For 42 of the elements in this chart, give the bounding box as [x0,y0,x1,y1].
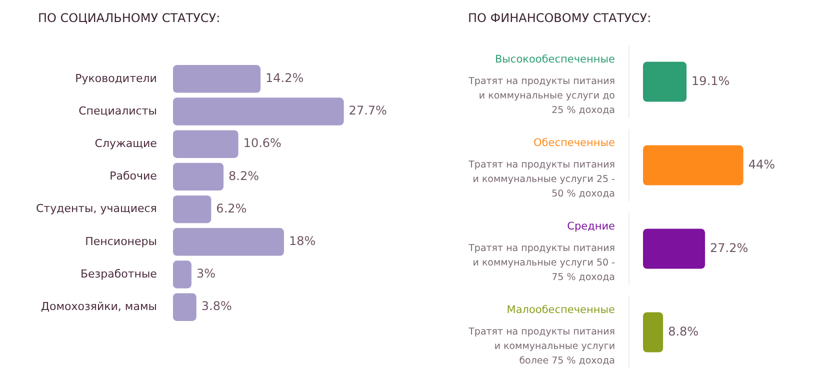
bar [643,62,687,102]
bar [172,130,238,158]
data-label: 8.2% [228,168,260,183]
text: Тратят на продукты питания и коммунальные услуги до 25 % дохода [468,76,616,116]
bar [172,65,261,93]
data-label: 27.2% [710,240,748,255]
bar [643,228,706,269]
data-label: 10.6% [243,136,282,150]
y-tick-label: Студенты, учащиеся [36,202,157,216]
data-label: 44% [748,157,775,172]
bar [172,228,284,256]
y-tick-label: Пенсионеры [85,234,157,248]
y-tick-label: Руководители [75,72,157,85]
data-label: 3% [196,266,216,281]
data-label: 19.1% [692,74,730,88]
y-tick-label: Безработные [80,267,158,280]
data-label: 27.7% [348,104,387,118]
bar [172,98,344,126]
bar [643,145,744,186]
y-tick-label: Домохозяйки, мамы [40,300,157,313]
chart-title: ПО ФИНАНСОВОМУ СТАТУСУ: [468,10,652,27]
text: Тратят на продукты питания и коммунальные услуги 50 - 75 % дохода [468,243,615,284]
y-tick-label: Служащие [94,136,158,150]
bar [172,195,212,224]
text: Тратят на продукты питания и коммунальные услуги 25 - 50 % дохода [468,160,615,200]
chart-title: ПО СОЦИАЛЬНОМУ СТАТУСУ: [38,10,222,27]
data-label: 14.2% [266,71,304,86]
y-tick-label: Рабочие [110,170,158,183]
y-tick-label: Средние [567,220,615,232]
y-tick-label: Обеспеченные [534,136,615,149]
y-tick-label: Малообеспеченные [506,304,615,316]
data-label: 6.2% [216,201,247,216]
data-label: 3.8% [201,299,232,314]
bar [172,162,224,191]
bar [172,293,196,321]
y-tick-label: Специалисты [78,104,157,118]
bar [172,260,192,288]
y-tick-label: Высокообеспеченные [494,53,615,66]
text: Тратят на продукты питания и коммунальные услуги более 75 % дохода [468,326,615,367]
data-label: 18% [288,234,316,248]
bar [643,312,664,352]
data-label: 8.8% [668,324,699,338]
